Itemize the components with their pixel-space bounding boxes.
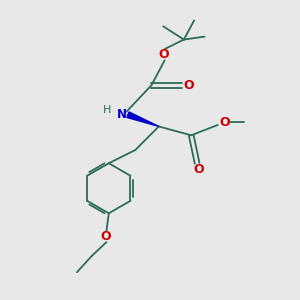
Text: O: O: [193, 163, 204, 176]
Text: O: O: [158, 48, 169, 61]
Text: N: N: [117, 108, 127, 121]
Text: O: O: [184, 79, 194, 92]
Text: H: H: [103, 105, 112, 115]
Text: O: O: [100, 230, 111, 243]
Polygon shape: [127, 112, 159, 126]
Text: O: O: [219, 116, 230, 129]
